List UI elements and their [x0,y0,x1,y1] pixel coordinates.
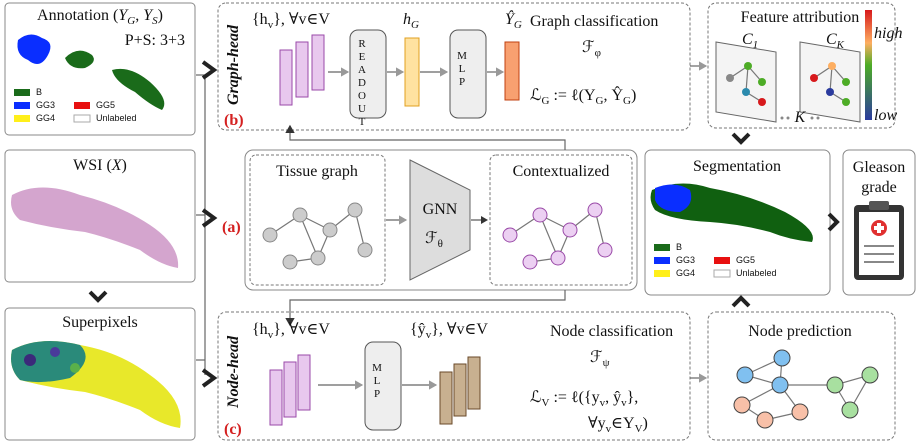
t: ℱ [425,230,438,247]
loss: ℒV := ℓ({yv, ŷv}, [530,389,638,409]
title: Node prediction [748,323,852,340]
prediction: ŶG [505,9,522,31]
t: G [127,15,135,27]
title: grade [861,179,897,196]
function: ℱφ [582,39,601,59]
low: low [874,107,897,124]
t: V [542,397,550,409]
head-label: Graph-head [225,24,242,105]
legend: GG3 [36,100,55,110]
node-head-panel: Node-head (c) {hv}, ∀v∈V MLP {ŷv}, ∀v∈V … [218,312,690,440]
readout: READOUT [356,38,368,129]
t: Annotation ( [37,7,118,24]
t: ) [122,157,127,174]
t: G [623,95,631,107]
mlp: MLP [371,362,383,401]
mlp: MLP [456,50,468,89]
t: C [742,31,753,48]
graph-head-panel: Graph-head (b) {hv}, ∀v∈V READOUT hG MLP… [218,3,690,130]
tag: (b) [224,112,244,129]
t: ∀y [588,415,606,432]
t: ℒ [530,389,542,406]
loss-cont: ∀yv∈YV) [588,415,648,435]
t: , [135,7,143,24]
gleason-panel: Gleason grade [843,150,915,295]
k: K [794,109,807,126]
t: h [403,11,411,28]
title: Segmentation [693,158,781,175]
t: φ [595,47,601,59]
tag: (c) [224,421,242,438]
superpixels-title: Superpixels [62,314,138,331]
title: Gleason [853,159,905,176]
t: {ŷ [410,321,426,338]
t: WSI ( [73,157,112,174]
embedding: hG [403,11,419,31]
head-label: Node-head [225,335,242,409]
t: }, ∀v∈V [273,321,330,338]
tissue-panel: (a) Tissue graph GNN ℱθ Contextualized [222,150,637,290]
task: Node classification [550,323,673,340]
t: ψ [603,357,610,369]
t: G [411,19,419,31]
score: P+S: 3+3 [125,32,185,49]
t: , ŷ [605,389,621,406]
contextualized: Contextualized [513,163,610,180]
legend: GG4 [36,113,55,123]
gnn: GNN [423,201,458,218]
task: Graph classification [530,13,658,30]
t: }, ∀v∈V [273,11,330,28]
segmentation-panel: Segmentation B GG3 GG5 GG4 Unlabeled [645,150,830,295]
t: }, [627,389,639,406]
legend: GG3 [676,255,695,265]
annotation-panel: Annotation (YG, YS) P+S: 3+3 B GG3 GG5 G… [5,3,195,135]
wsi-panel: WSI (X) [5,150,195,282]
tag: (a) [222,219,241,236]
t: {h [252,321,268,338]
t: G [596,95,604,107]
t: := ℓ({y [549,389,599,406]
high: high [874,25,902,42]
t: , Ŷ [603,85,623,104]
feature-attribution-panel: Feature attribution C1 CK K high low [708,3,902,128]
t: θ [438,238,443,250]
t: {h [252,11,268,28]
t: ℱ [590,349,603,366]
t: := ℓ(Y [549,87,595,104]
legend: Unlabeled [96,113,137,123]
legend: GG4 [676,268,695,278]
tissue-graph: Tissue graph [276,163,358,180]
loss: ℒG := ℓ(YG, ŶG) [530,85,636,107]
t: ℒ [530,87,542,104]
t: ∈Y [611,415,635,432]
output-label: {ŷv}, ∀v∈V [410,321,488,341]
t: G [514,19,522,31]
t: ) [631,87,636,104]
annotation-title: Annotation (YG, YS) [37,7,163,27]
legend: B [36,87,42,97]
superpixels-panel: Superpixels [5,308,195,440]
legend: B [676,242,682,252]
input-label: {hv}, ∀v∈V [252,11,330,31]
title: Feature attribution [741,9,860,26]
t: 1 [753,39,759,51]
legend: Unlabeled [736,268,777,278]
t: C [826,31,837,48]
t: ) [158,7,163,24]
t: ) [643,415,648,432]
wsi-title: WSI (X) [73,157,127,174]
t: V [635,423,643,435]
input-label: {hv}, ∀v∈V [252,321,330,341]
t: }, ∀v∈V [431,321,488,338]
function: ℱψ [590,349,610,369]
node-prediction-panel: Node prediction [708,312,895,440]
t: ℱ [582,39,595,56]
legend: GG5 [736,255,755,265]
legend: GG5 [96,100,115,110]
t: G [542,95,550,107]
diagram: Annotation (YG, YS) P+S: 3+3 B GG3 GG5 G… [0,0,917,445]
t: K [836,39,845,51]
